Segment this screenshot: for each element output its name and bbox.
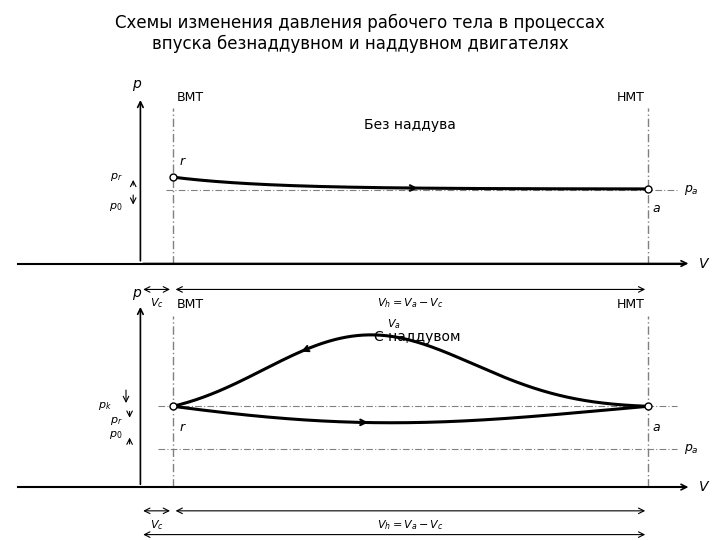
Text: $V_h= V_a-V_c$: $V_h= V_a-V_c$ (377, 518, 444, 532)
Text: $p_a$: $p_a$ (684, 442, 698, 456)
Text: $p_r$: $p_r$ (109, 171, 122, 183)
Text: $a$: $a$ (652, 202, 660, 215)
Text: $p$: $p$ (132, 287, 142, 302)
Text: $a$: $a$ (652, 421, 660, 434)
Text: Без наддува: Без наддува (364, 118, 456, 132)
Text: $p_k$: $p_k$ (98, 400, 112, 413)
Text: $p$: $p$ (132, 78, 142, 93)
Text: $p_0$: $p_0$ (109, 429, 122, 441)
Text: ВМТ: ВМТ (176, 298, 204, 311)
Text: $V_c$: $V_c$ (150, 518, 163, 532)
Text: НМТ: НМТ (616, 298, 644, 311)
Text: $V_c$: $V_c$ (150, 296, 163, 310)
Text: $V_h= V_a-V_c$: $V_h= V_a-V_c$ (377, 296, 444, 310)
Text: $r$: $r$ (179, 421, 186, 434)
Text: $p_r$: $p_r$ (109, 415, 122, 427)
Text: $V_a$: $V_a$ (387, 318, 401, 332)
Text: $p_a$: $p_a$ (684, 183, 698, 197)
Text: $V$: $V$ (698, 256, 711, 271)
Text: С наддувом: С наддувом (374, 330, 461, 345)
Text: $V$: $V$ (698, 480, 711, 494)
Text: Схемы изменения давления рабочего тела в процессах
впуска безнаддувном и наддувн: Схемы изменения давления рабочего тела в… (115, 14, 605, 53)
Text: ВМТ: ВМТ (176, 91, 204, 104)
Text: НМТ: НМТ (616, 91, 644, 104)
Text: $p_0$: $p_0$ (109, 201, 122, 213)
Text: $r$: $r$ (179, 156, 186, 168)
